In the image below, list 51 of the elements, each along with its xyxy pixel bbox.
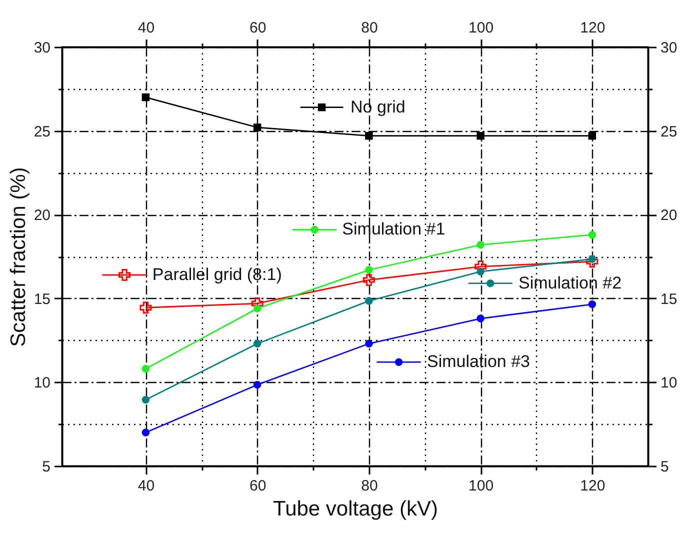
y-tick-label: 10 (34, 374, 50, 392)
y-axis-title: Scatter fraction (%) (6, 167, 30, 347)
legend-label: Simulation #3 (426, 352, 530, 372)
legend-label: Simulation #2 (518, 273, 622, 292)
point (253, 124, 262, 132)
y2-tick-label: 30 (660, 40, 678, 56)
point (362, 274, 375, 286)
point (476, 268, 484, 276)
y-tick-label: 5 (42, 458, 50, 476)
y-tick-label: 15 (34, 290, 50, 308)
x2-tick-label: 100 (468, 20, 494, 36)
point (588, 132, 596, 140)
point (365, 132, 373, 140)
y-tick-label: 25 (34, 123, 50, 140)
point (365, 266, 373, 274)
x2-tick-label: 120 (580, 20, 606, 36)
point (142, 396, 150, 404)
legend-label: No grid (350, 97, 406, 116)
point (586, 256, 598, 268)
legend-label: Parallel grid (8:1) (152, 264, 282, 284)
point (142, 364, 150, 373)
y2-tick-label: 25 (660, 123, 678, 140)
x-tick-label: 100 (468, 478, 494, 494)
y-tick-label: 30 (34, 40, 50, 56)
y2-tick-label: 10 (660, 374, 678, 392)
x-tick-label: 120 (580, 478, 606, 494)
point (588, 230, 596, 239)
x-tick-label: 80 (361, 478, 378, 494)
point (140, 302, 152, 314)
x2-tick-label: 60 (249, 20, 266, 36)
point (253, 304, 262, 312)
point (142, 93, 150, 102)
x2-tick-label: 80 (361, 20, 378, 36)
x-tick-label: 60 (249, 478, 266, 494)
legend-label: Simulation #1 (342, 220, 446, 239)
point (476, 240, 484, 249)
y-tick-label: 20 (34, 207, 50, 224)
point (142, 428, 150, 436)
point (253, 380, 262, 389)
point (476, 314, 484, 322)
point (588, 300, 596, 308)
point (365, 297, 373, 305)
x-axis-title: Tube voltage (kV) (273, 498, 438, 520)
y2-tick-label: 5 (660, 458, 669, 476)
x-tick-label: 40 (138, 478, 155, 494)
y2-tick-label: 15 (660, 290, 678, 308)
point (365, 340, 373, 348)
point (476, 132, 484, 140)
y2-tick-label: 20 (660, 207, 678, 224)
x2-tick-label: 40 (138, 20, 155, 36)
point (253, 340, 262, 348)
